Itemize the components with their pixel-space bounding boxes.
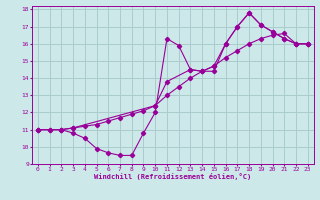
X-axis label: Windchill (Refroidissement éolien,°C): Windchill (Refroidissement éolien,°C)	[94, 173, 252, 180]
